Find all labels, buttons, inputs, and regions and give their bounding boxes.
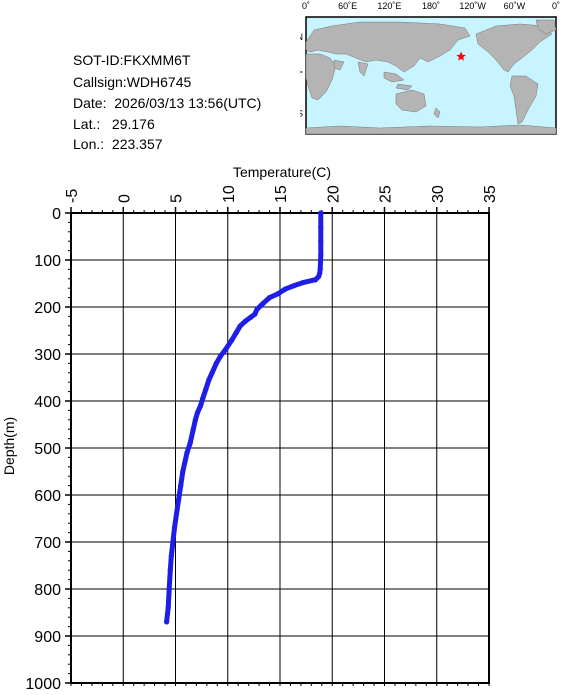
profile-point xyxy=(282,286,288,292)
x-tick-label: 10 xyxy=(221,185,238,203)
profile-point xyxy=(213,360,219,366)
profile-point xyxy=(182,459,188,465)
x-tick-label: 35 xyxy=(482,185,499,203)
world-map: 0˚ 60˚E 120˚E 180˚ 120˚W 60˚W 0˚ 60˚N 0˚ 60˚S xyxy=(283,1,560,135)
date-label: Date: 2026/03/13 13:56(UTC) xyxy=(73,95,262,111)
profile-point xyxy=(254,306,260,312)
x-tick-label: -5 xyxy=(64,189,81,203)
profile-point xyxy=(318,252,324,258)
x-tick-label: 15 xyxy=(273,185,290,203)
profile-point xyxy=(316,273,322,280)
longitude-label: Lon.: 223.357 xyxy=(73,136,163,152)
map-south-asia xyxy=(333,59,369,77)
y-axis-label: Depth(m) xyxy=(1,417,17,475)
map-lon-label: 60˚E xyxy=(338,1,357,11)
profile-point xyxy=(229,337,235,343)
profile-point xyxy=(184,450,190,456)
temperature-profile-line xyxy=(164,210,324,625)
profile-point xyxy=(252,311,258,317)
profile-point xyxy=(165,605,171,611)
map-lon-label: 120˚W xyxy=(459,1,486,11)
y-tick-label: 200 xyxy=(34,300,61,317)
x-tick-label: 20 xyxy=(325,185,342,203)
x-tick-label: 30 xyxy=(430,185,447,203)
y-tick-label: 0 xyxy=(52,206,61,223)
y-tick-label: 600 xyxy=(34,488,61,505)
location-map: 0˚ 60˚E 120˚E 180˚ 120˚W 60˚W 0˚ 60˚N 0˚ 60˚S xyxy=(283,0,564,140)
y-tick-label: 100 xyxy=(34,253,61,270)
map-lon-label: 0˚ xyxy=(302,1,310,11)
map-indonesia xyxy=(383,71,413,91)
profile-point xyxy=(237,323,243,329)
profile-point xyxy=(290,283,297,289)
map-land xyxy=(305,19,557,135)
profile-point xyxy=(187,440,193,446)
location-marker-icon xyxy=(456,51,466,61)
profile-point xyxy=(223,346,229,352)
latitude-label: Lat.: 29.176 xyxy=(73,116,155,132)
map-antarctica xyxy=(305,124,557,135)
profile-point xyxy=(318,238,324,244)
y-tick-label: 700 xyxy=(34,535,61,552)
profile-point xyxy=(167,567,173,573)
map-north-america xyxy=(475,23,553,73)
map-lat-label: 60˚N xyxy=(300,32,303,42)
temperature-depth-chart: -5 0 5 10 15 20 25 30 35 0 100 200 300 400 500 600 700 8… xyxy=(0,160,564,695)
profile-point xyxy=(197,403,204,409)
profile-point xyxy=(275,291,281,297)
profile-point xyxy=(194,410,201,416)
y-tick-label: 300 xyxy=(34,347,61,364)
callsign-label: Callsign:WDH6745 xyxy=(73,74,192,90)
profile-point xyxy=(312,277,319,283)
map-australia xyxy=(395,89,427,113)
x-axis-label: Temperature(C) xyxy=(233,164,331,180)
profile-point xyxy=(266,295,273,301)
x-tick-label: 25 xyxy=(378,185,395,203)
profile-point xyxy=(318,210,324,216)
map-lat-label: 0˚ xyxy=(300,70,303,80)
map-lon-label: 120˚E xyxy=(377,1,401,11)
profile-point xyxy=(166,586,172,592)
map-greenland xyxy=(535,19,557,35)
profile-point xyxy=(318,224,324,230)
map-lon-label: 60˚W xyxy=(504,1,526,11)
profile-point xyxy=(170,539,176,545)
chart-svg: -5 0 5 10 15 20 25 30 35 01002003004005006007008… xyxy=(1,164,499,693)
y-tick-label: 400 xyxy=(34,394,61,411)
map-eurasia xyxy=(305,21,471,73)
profile-point xyxy=(233,330,239,336)
profile-point xyxy=(192,417,198,423)
sot-id-label: SOT-ID:FKXMM6T xyxy=(73,52,191,68)
map-lon-label: 180˚ xyxy=(422,1,440,11)
map-africa xyxy=(305,53,337,101)
profile-point xyxy=(242,318,249,324)
profile-point xyxy=(190,426,196,432)
profile-point xyxy=(176,497,182,503)
y-tick-label: 1000 xyxy=(25,676,61,690)
profile-point xyxy=(248,314,254,320)
profile-point xyxy=(171,525,178,531)
y-tick-label: 900 xyxy=(34,629,61,646)
x-tick-label: 0 xyxy=(116,194,133,203)
map-lon-label: 0˚ xyxy=(552,1,560,11)
profile-point xyxy=(203,386,209,392)
map-south-america xyxy=(509,75,539,125)
profile-point xyxy=(300,279,306,286)
profile-point xyxy=(209,370,215,376)
profile-point xyxy=(200,396,206,402)
map-lat-label: 60˚S xyxy=(300,109,303,119)
profile-point xyxy=(260,300,266,306)
profile-point xyxy=(164,619,170,625)
profile-point xyxy=(217,353,224,359)
y-tick-label: 800 xyxy=(34,582,61,599)
map-new-zealand xyxy=(433,107,441,119)
profile-point xyxy=(178,483,184,489)
x-tick-label: 5 xyxy=(169,194,186,203)
profile-point xyxy=(180,468,186,475)
profile-point xyxy=(206,377,212,383)
profile-point xyxy=(168,553,174,559)
y-tick-label: 500 xyxy=(34,441,61,458)
profile-point xyxy=(173,511,180,517)
